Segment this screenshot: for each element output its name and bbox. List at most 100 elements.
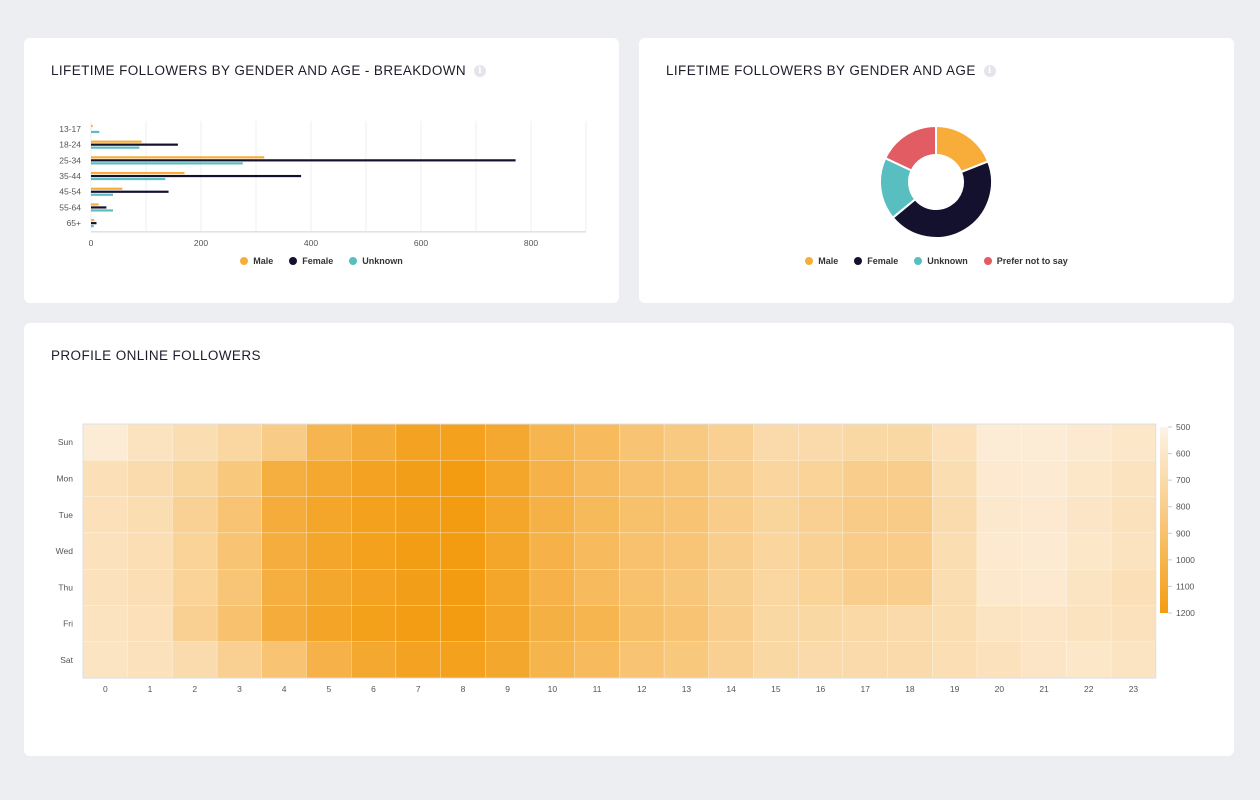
heatmap-cell[interactable] [753, 460, 799, 497]
heatmap-cell[interactable] [708, 496, 754, 534]
heatmap-cell[interactable] [1110, 568, 1156, 606]
heatmap-cell[interactable] [127, 568, 173, 606]
heatmap-cell[interactable] [529, 605, 575, 642]
heatmap-cell[interactable] [619, 532, 665, 570]
heatmap-cell[interactable] [485, 496, 531, 534]
bar-male[interactable] [91, 140, 142, 143]
bar-unknown[interactable] [91, 162, 243, 165]
heatmap-cell[interactable] [932, 568, 978, 606]
bar-male[interactable] [91, 219, 95, 222]
heatmap-cell[interactable] [932, 605, 978, 642]
heatmap-cell[interactable] [127, 532, 173, 570]
heatmap-cell[interactable] [82, 641, 128, 679]
heatmap-cell[interactable] [932, 496, 978, 534]
heatmap-cell[interactable] [619, 568, 665, 606]
heatmap-cell[interactable] [976, 605, 1022, 642]
heatmap-cell[interactable] [440, 532, 486, 570]
heatmap-cell[interactable] [395, 605, 441, 642]
heatmap-cell[interactable] [932, 641, 978, 679]
heatmap-cell[interactable] [172, 605, 218, 642]
heatmap-cell[interactable] [619, 641, 665, 679]
heatmap-cell[interactable] [842, 423, 888, 461]
heatmap-cell[interactable] [619, 423, 665, 461]
heatmap-cell[interactable] [663, 532, 709, 570]
heatmap-cell[interactable] [1110, 641, 1156, 679]
heatmap-cell[interactable] [1021, 496, 1067, 534]
heatmap-cell[interactable] [395, 532, 441, 570]
heatmap-cell[interactable] [440, 605, 486, 642]
heatmap-cell[interactable] [1110, 423, 1156, 461]
heatmap-cell[interactable] [395, 496, 441, 534]
heatmap-cell[interactable] [842, 568, 888, 606]
heatmap-cell[interactable] [440, 568, 486, 606]
heatmap-cell[interactable] [485, 568, 531, 606]
heatmap-cell[interactable] [1021, 423, 1067, 461]
heatmap-cell[interactable] [127, 423, 173, 461]
heatmap-cell[interactable] [216, 460, 263, 497]
heatmap-cell[interactable] [887, 641, 933, 679]
heatmap-cell[interactable] [976, 532, 1022, 570]
heatmap-cell[interactable] [351, 532, 397, 570]
bar-male[interactable] [91, 171, 185, 175]
heatmap-cell[interactable] [663, 605, 709, 642]
heatmap-cell[interactable] [216, 568, 263, 606]
heatmap-cell[interactable] [529, 641, 575, 679]
heatmap-cell[interactable] [529, 460, 575, 497]
heatmap-cell[interactable] [127, 641, 173, 679]
heatmap-cell[interactable] [574, 532, 620, 570]
heatmap-cell[interactable] [1021, 460, 1067, 497]
bar-female[interactable] [91, 159, 516, 162]
donut-slice-prefer-not-to-say[interactable] [883, 124, 937, 172]
heatmap-cell[interactable] [1066, 460, 1112, 497]
legend-item[interactable]: Male [805, 256, 838, 266]
heatmap-cell[interactable] [842, 605, 888, 642]
heatmap-cell[interactable] [351, 460, 397, 497]
heatmap-cell[interactable] [753, 532, 799, 570]
heatmap-cell[interactable] [485, 460, 531, 497]
bar-unknown[interactable] [91, 209, 113, 212]
heatmap-cell[interactable] [440, 496, 486, 534]
heatmap-cell[interactable] [216, 641, 263, 679]
heatmap-cell[interactable] [1066, 496, 1112, 534]
heatmap-cell[interactable] [82, 460, 128, 497]
bar-unknown[interactable] [91, 146, 140, 149]
heatmap-cell[interactable] [619, 496, 665, 534]
heatmap-cell[interactable] [351, 423, 397, 461]
heatmap-cell[interactable] [798, 532, 844, 570]
heatmap-cell[interactable] [306, 423, 352, 461]
legend-item[interactable]: Prefer not to say [983, 256, 1068, 266]
heatmap-cell[interactable] [753, 605, 799, 642]
heatmap-cell[interactable] [127, 605, 173, 642]
info-icon[interactable]: i [474, 64, 487, 77]
heatmap-cell[interactable] [172, 423, 218, 461]
heatmap-cell[interactable] [1021, 532, 1067, 570]
heatmap-cell[interactable] [619, 605, 665, 642]
heatmap-cell[interactable] [663, 641, 709, 679]
heatmap-cell[interactable] [485, 423, 531, 461]
bar-unknown[interactable] [91, 177, 166, 181]
heatmap-cell[interactable] [82, 423, 128, 461]
bar-male[interactable] [91, 203, 99, 206]
heatmap-cell[interactable] [172, 568, 218, 606]
heatmap-cell[interactable] [127, 460, 173, 497]
heatmap-cell[interactable] [708, 532, 754, 570]
heatmap-cell[interactable] [172, 532, 218, 570]
heatmap-cell[interactable] [619, 460, 665, 497]
heatmap-cell[interactable] [82, 532, 128, 570]
heatmap-cell[interactable] [395, 568, 441, 606]
heatmap-cell[interactable] [842, 496, 888, 534]
heatmap-cell[interactable] [574, 423, 620, 461]
heatmap-cell[interactable] [708, 460, 754, 497]
heatmap-cell[interactable] [127, 496, 173, 534]
heatmap-cell[interactable] [306, 496, 352, 534]
heatmap-cell[interactable] [798, 460, 844, 497]
heatmap-cell[interactable] [842, 532, 888, 570]
bar-unknown[interactable] [91, 225, 94, 228]
heatmap-cell[interactable] [663, 460, 709, 497]
heatmap-cell[interactable] [306, 460, 352, 497]
heatmap-cell[interactable] [440, 460, 486, 497]
heatmap-cell[interactable] [529, 496, 575, 534]
heatmap-cell[interactable] [485, 532, 531, 570]
heatmap-cell[interactable] [976, 460, 1022, 497]
heatmap-cell[interactable] [306, 641, 352, 679]
